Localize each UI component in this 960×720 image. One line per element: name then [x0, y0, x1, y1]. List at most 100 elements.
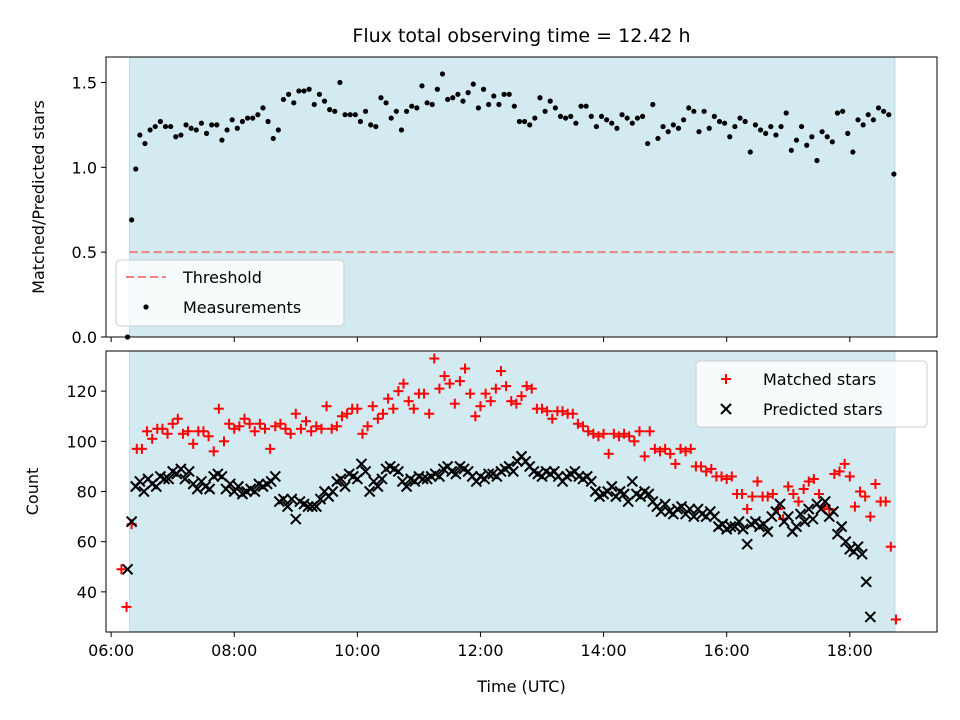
predicted-star-point — [269, 470, 281, 483]
predicted-star-point — [339, 480, 351, 493]
matched-star-point — [244, 418, 255, 429]
predicted-star-point — [725, 520, 737, 533]
measurement-point — [157, 118, 163, 125]
matched-star-point — [634, 426, 645, 437]
matched-star-point — [798, 483, 809, 494]
measurement-point — [424, 100, 430, 106]
legend-matched-marker — [721, 374, 731, 384]
matched-star-point — [439, 371, 450, 382]
matched-star-point — [649, 443, 660, 454]
measurement-point — [598, 113, 605, 119]
measurement-point — [129, 217, 135, 223]
predicted-star-point — [363, 485, 376, 498]
measurement-point — [327, 107, 333, 113]
measurement-point — [383, 100, 389, 106]
measurement-point — [429, 101, 435, 108]
matched-star-point — [665, 448, 676, 459]
measurement-point — [727, 134, 733, 140]
matched-star-point — [136, 443, 147, 454]
predicted-star-point — [400, 480, 413, 493]
matched-star-point — [644, 426, 655, 437]
measurement-point — [865, 112, 871, 118]
matched-star-point — [465, 388, 476, 399]
measurement-point — [296, 88, 302, 94]
matched-star-point — [393, 386, 404, 397]
measurement-point — [824, 134, 830, 140]
top-panel: 0.0 0.5 1.0 1.5 Flux total observing time =… — [29, 25, 938, 347]
measurement-point — [460, 98, 466, 104]
measurement-point — [224, 127, 230, 133]
measurement-point — [316, 91, 322, 97]
matched-star-point — [885, 541, 896, 552]
measurement-point — [840, 108, 846, 114]
matched-star-point — [737, 489, 748, 500]
x-tick-label: 12:00 — [457, 641, 503, 660]
matched-star-point — [306, 426, 317, 437]
matched-star-point — [367, 401, 378, 412]
matched-star-point — [578, 421, 589, 432]
predicted-star-point — [302, 500, 314, 513]
bottom-y-ticks: 40 60 80 100 120 — [66, 382, 106, 602]
measurement-point — [537, 95, 543, 101]
y-tick-label: 1.0 — [72, 158, 97, 177]
measurement-point — [234, 125, 240, 131]
predicted-star-point — [835, 520, 848, 533]
predicted-star-point — [864, 611, 877, 623]
measurement-point — [475, 105, 482, 111]
matched-star-point — [480, 388, 491, 399]
matched-star-point — [655, 446, 665, 457]
measurement-point — [763, 130, 769, 136]
measurement-point — [552, 105, 558, 111]
matched-star-point — [295, 423, 306, 434]
measurement-point — [133, 166, 139, 172]
measurement-point — [619, 112, 625, 118]
predicted-star-point — [807, 513, 819, 525]
x-tick-label: 16:00 — [704, 641, 750, 660]
y-tick-label: 100 — [66, 432, 97, 451]
matched-star-point — [490, 383, 501, 394]
measurement-point — [804, 142, 810, 148]
measurement-point — [465, 90, 471, 96]
measurement-point — [183, 122, 189, 128]
matched-star-point — [870, 478, 881, 489]
measurement-point — [219, 137, 225, 143]
measurement-point — [650, 101, 656, 108]
predicted-star-point — [417, 473, 429, 485]
matched-star-point — [583, 426, 594, 437]
predicted-star-point — [585, 475, 597, 488]
measurement-point — [660, 123, 666, 130]
matched-star-point — [516, 391, 527, 402]
matched-star-point — [880, 496, 891, 507]
measurement-point — [665, 129, 671, 135]
measurement-point — [203, 130, 210, 136]
matched-star-point — [357, 428, 368, 439]
measurement-point — [342, 112, 348, 118]
matched-star-point — [275, 418, 286, 429]
measurement-point — [527, 122, 533, 128]
predicted-star-point — [770, 505, 782, 518]
measurement-point — [280, 96, 287, 103]
measurement-point — [639, 113, 646, 119]
measurement-point — [352, 112, 358, 118]
predicted-star-point — [852, 540, 864, 553]
measurement-point — [455, 91, 461, 97]
bottom-y-axis-label: Count — [23, 468, 42, 516]
matched-star-point — [542, 406, 553, 417]
predicted-star-point — [655, 505, 667, 518]
measurement-point — [378, 95, 384, 101]
measurement-point — [701, 108, 707, 114]
measurement-point — [214, 122, 220, 128]
matched-star-point — [408, 403, 419, 414]
predicted-star-point — [224, 478, 236, 490]
matched-star-point — [383, 393, 394, 404]
matched-star-point — [814, 489, 825, 500]
predicted-star-point — [335, 473, 347, 485]
matched-star-point — [567, 408, 578, 419]
measurement-point — [152, 123, 158, 130]
matched-star-point — [378, 408, 388, 419]
predicted-star-point — [310, 500, 323, 513]
y-tick-label: 1.5 — [72, 73, 97, 92]
predicted-star-point — [741, 538, 753, 550]
predicted-star-point — [626, 475, 639, 488]
matched-star-point — [670, 458, 681, 469]
